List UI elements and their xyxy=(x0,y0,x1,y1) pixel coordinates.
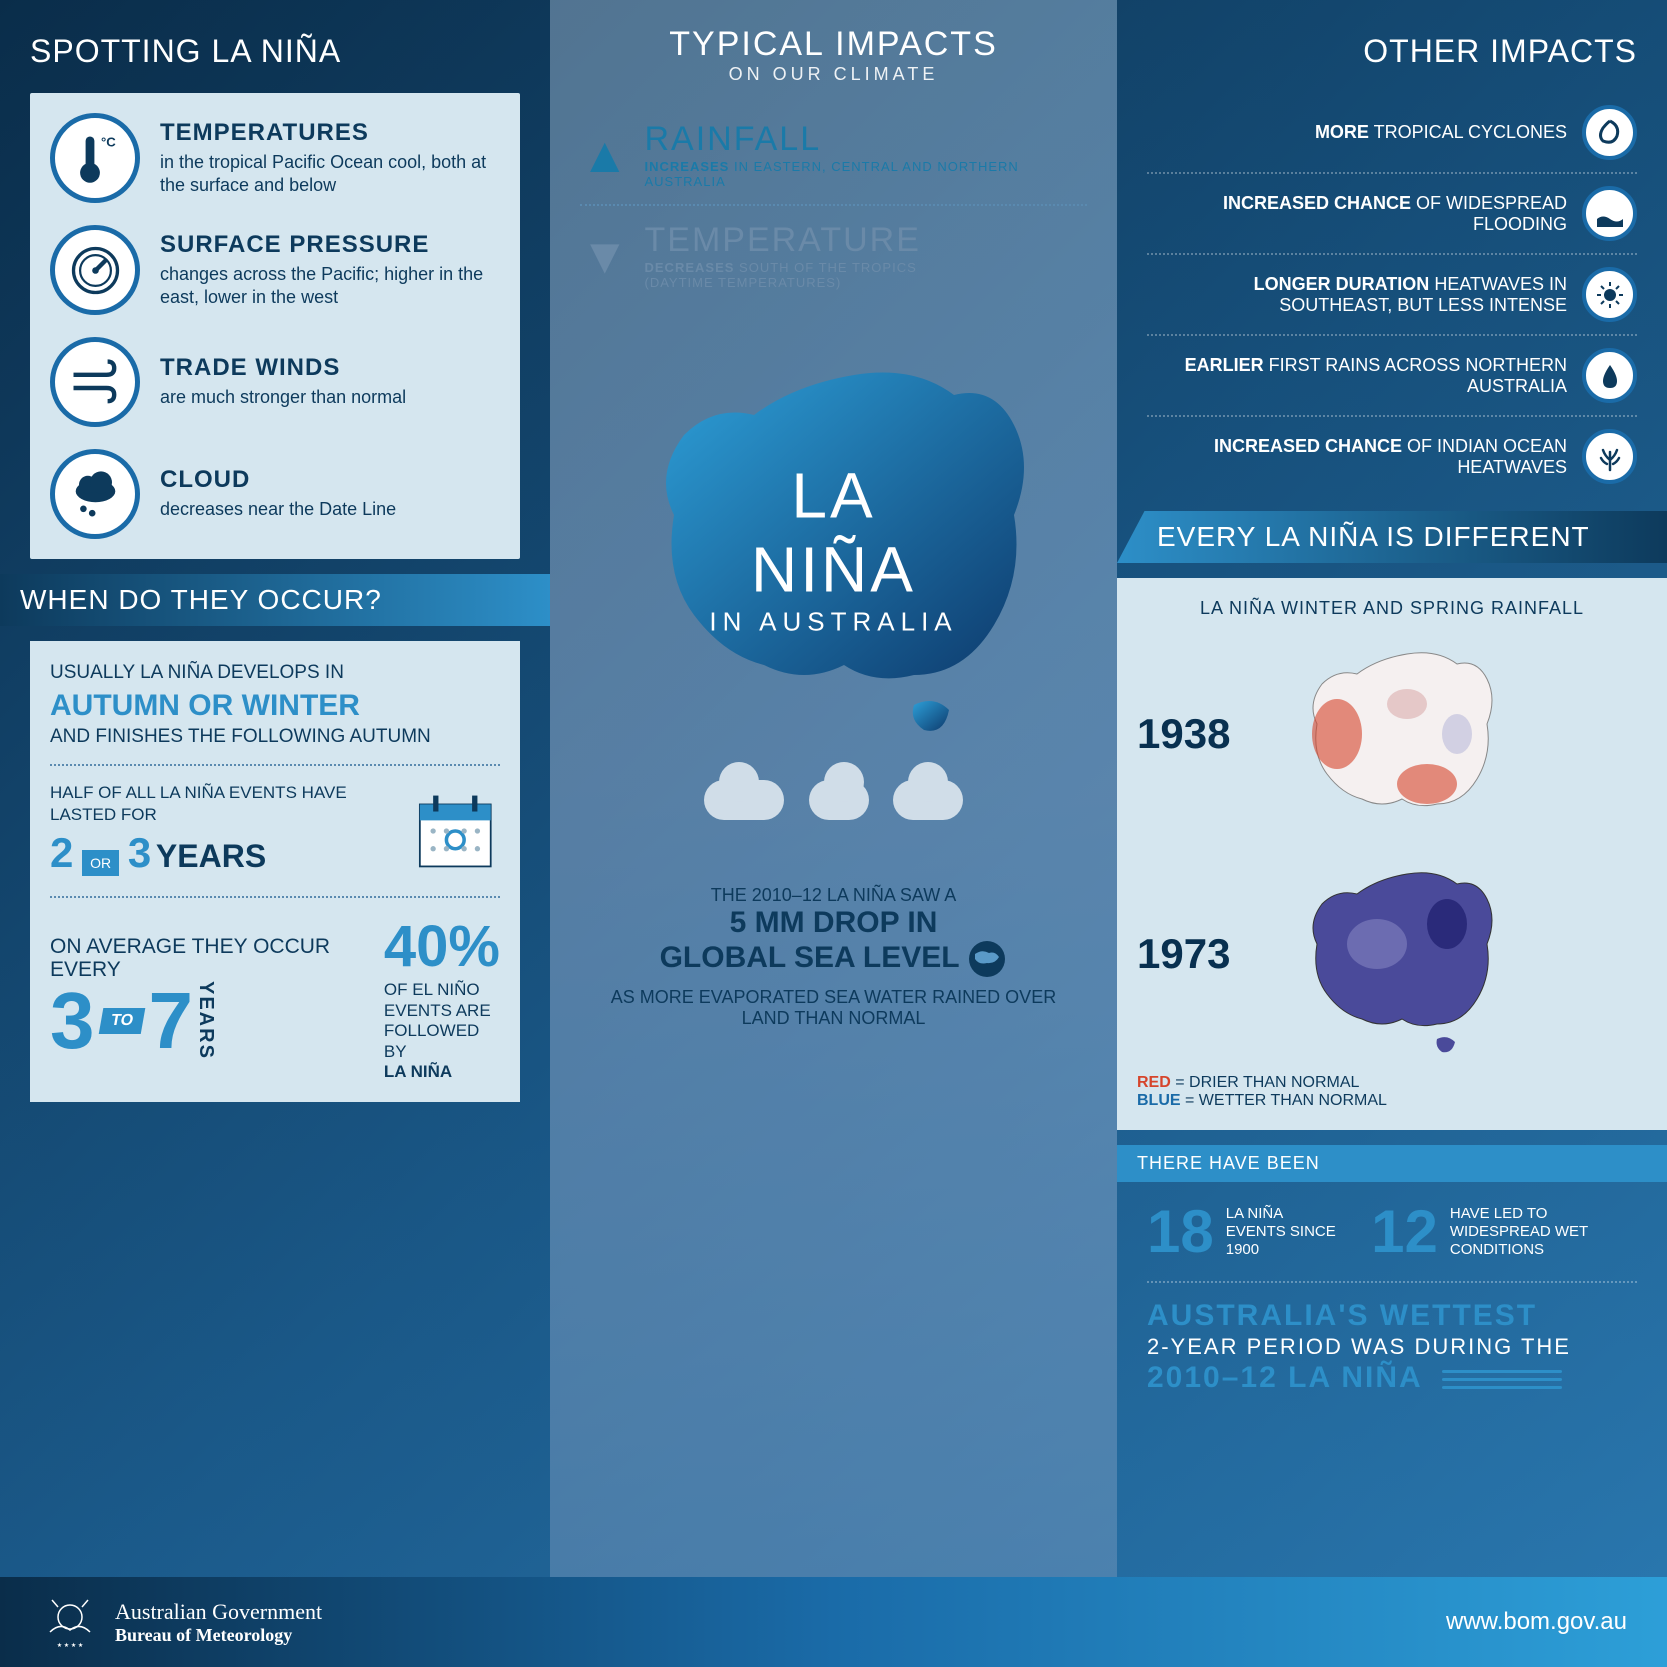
spotting-title: TEMPERATURES xyxy=(160,119,500,147)
spotting-item: SURFACE PRESSURE changes across the Paci… xyxy=(50,225,500,315)
half-num-b: 3 xyxy=(128,829,151,876)
map-1973 xyxy=(1277,854,1517,1054)
footer: ★ ★ ★ ★ Australian Government Bureau of … xyxy=(0,1577,1667,1667)
gauge-icon xyxy=(50,225,140,315)
spotting-desc: decreases near the Date Line xyxy=(160,498,396,521)
avg-label: ON AVERAGE THEY OCCUR EVERY xyxy=(50,935,384,981)
different-header: EVERY LA NIÑA IS DIFFERENT xyxy=(1117,511,1667,563)
half-unit: YEARS xyxy=(156,838,266,874)
globe-icon xyxy=(967,939,1007,979)
up-arrow-icon: ▲ xyxy=(580,126,630,184)
other-impact: EARLIER FIRST RAINS ACROSS NORTHERN AUST… xyxy=(1147,336,1637,417)
when-develops-post: AND FINISHES THE FOLLOWING AUTUMN xyxy=(50,726,431,747)
avg-a: 3 xyxy=(50,985,95,1057)
rainfall-maps-panel: LA NIÑA WINTER AND SPRING RAINFALL 1938 … xyxy=(1117,578,1667,1130)
typical-header: TYPICAL IMPACTS ON OUR CLIMATE xyxy=(580,25,1087,85)
forty-line: FOLLOWED BY xyxy=(384,1021,500,1062)
temperature-impact: ▼ TEMPERATURE DECREASES SOUTH OF THE TRO… xyxy=(580,206,1087,305)
when-header: WHEN DO THEY OCCUR? xyxy=(0,574,550,626)
wave-icon xyxy=(1442,1365,1562,1394)
main-subtitle: IN AUSTRALIA xyxy=(707,606,961,637)
spotting-desc: in the tropical Pacific Ocean cool, both… xyxy=(160,151,500,198)
forty-line: OF EL NIÑO xyxy=(384,980,500,1000)
when-season: AUTUMN OR WINTER xyxy=(50,686,500,725)
calendar-icon xyxy=(411,781,500,881)
spotting-title: SURFACE PRESSURE xyxy=(160,231,500,259)
footer-bom: Bureau of Meteorology xyxy=(115,1625,322,1646)
or-badge: OR xyxy=(82,850,119,876)
svg-text:★ ★ ★ ★: ★ ★ ★ ★ xyxy=(57,1642,84,1649)
spotting-header: SPOTTING LA NIÑA xyxy=(30,25,520,78)
avg-unit: YEARS xyxy=(197,981,215,1060)
other-impact: INCREASED CHANCE OF INDIAN OCEAN HEATWAV… xyxy=(1147,417,1637,496)
raindrop-icon xyxy=(1582,348,1637,403)
wettest-block: AUSTRALIA'S WETTEST 2-YEAR PERIOD WAS DU… xyxy=(1147,1281,1637,1396)
forty-pct: 40% xyxy=(384,913,500,980)
spotting-item: TRADE WINDS are much stronger than norma… xyxy=(50,337,500,427)
map-legend: RED = DRIER THAN NORMAL BLUE = WETTER TH… xyxy=(1137,1074,1647,1110)
spotting-desc: changes across the Pacific; higher in th… xyxy=(160,263,500,310)
stats-bar: THERE HAVE BEEN xyxy=(1117,1145,1667,1182)
sun-icon xyxy=(1582,267,1637,322)
main-title: LA NIÑA xyxy=(707,458,961,606)
when-panel: USUALLY LA NIÑA DEVELOPS IN AUTUMN OR WI… xyxy=(30,641,520,1102)
svg-text:°C: °C xyxy=(101,134,116,149)
avg-b: 7 xyxy=(148,985,193,1057)
to-badge: TO xyxy=(98,1008,145,1034)
wind-icon xyxy=(50,337,140,427)
forty-line: EVENTS ARE xyxy=(384,1001,500,1021)
sea-level-block: THE 2010–12 LA NIÑA SAW A 5 MM DROP IN G… xyxy=(580,885,1087,1029)
spotting-item: CLOUD decreases near the Date Line xyxy=(50,449,500,539)
crest-icon: ★ ★ ★ ★ xyxy=(40,1592,100,1652)
cyclone-icon xyxy=(1582,105,1637,160)
thermometer-icon: °C xyxy=(50,113,140,203)
other-header: OTHER IMPACTS xyxy=(1147,25,1637,78)
half-pre: HALF OF ALL LA NIÑA EVENTS HAVE LASTED F… xyxy=(50,782,411,826)
half-num-a: 2 xyxy=(50,829,73,876)
map-1938 xyxy=(1277,634,1517,834)
other-impact: LONGER DURATION HEATWAVES IN SOUTHEAST, … xyxy=(1147,255,1637,336)
spotting-desc: are much stronger than normal xyxy=(160,386,406,409)
spotting-title: CLOUD xyxy=(160,466,396,494)
forty-line: LA NIÑA xyxy=(384,1062,500,1082)
coral-icon xyxy=(1582,429,1637,484)
cloud-icon xyxy=(50,449,140,539)
spotting-title: TRADE WINDS xyxy=(160,354,406,382)
spotting-panel: °C TEMPERATURES in the tropical Pacific … xyxy=(30,93,520,559)
spotting-item: °C TEMPERATURES in the tropical Pacific … xyxy=(50,113,500,203)
map-year: 1938 xyxy=(1137,710,1277,758)
australia-map: LA NIÑA IN AUSTRALIA xyxy=(580,335,1087,760)
down-arrow-icon: ▼ xyxy=(580,227,630,285)
map-year: 1973 xyxy=(1137,930,1277,978)
stats-row: 18 LA NIÑA EVENTS SINCE 1900 12 HAVE LED… xyxy=(1147,1182,1637,1281)
flood-icon xyxy=(1582,186,1637,241)
other-impact: INCREASED CHANCE OF WIDESPREAD FLOODING xyxy=(1147,174,1637,255)
rainfall-impact: ▲ RAINFALL INCREASES IN EASTERN, CENTRAL… xyxy=(580,105,1087,206)
footer-url: www.bom.gov.au xyxy=(1446,1608,1627,1636)
when-develops-pre: USUALLY LA NIÑA DEVELOPS IN xyxy=(50,662,344,683)
footer-gov: Australian Government xyxy=(115,1599,322,1625)
other-impact: MORE TROPICAL CYCLONES xyxy=(1147,93,1637,174)
clouds xyxy=(580,780,1087,825)
